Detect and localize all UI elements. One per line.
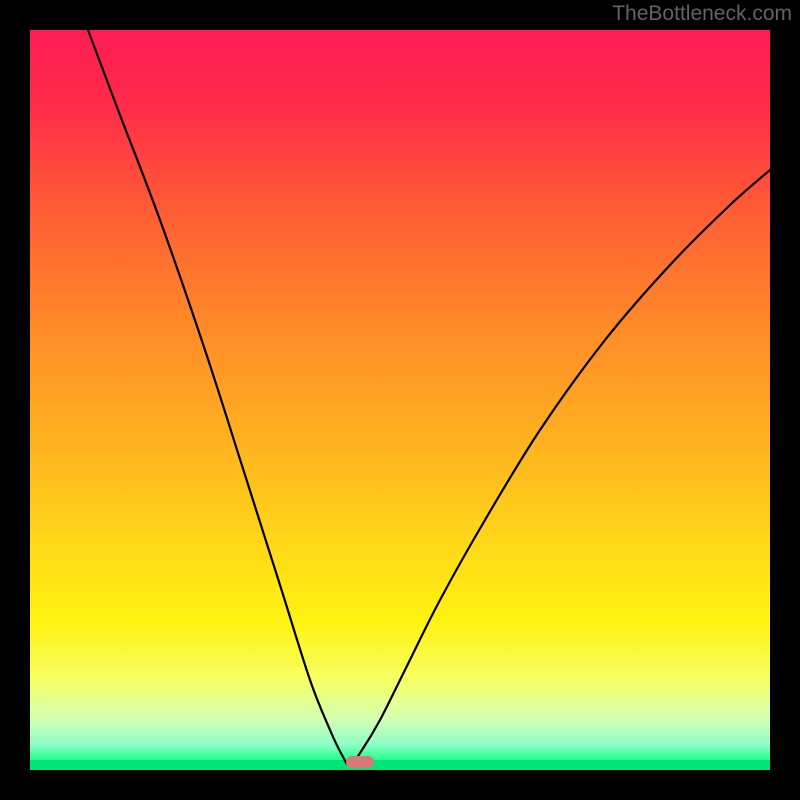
bottleneck-marker bbox=[346, 756, 374, 768]
chart-container: TheBottleneck.com bbox=[0, 0, 800, 800]
watermark-text: TheBottleneck.com bbox=[612, 2, 792, 26]
bottleneck-curve bbox=[30, 30, 770, 770]
plot-area bbox=[30, 30, 770, 770]
